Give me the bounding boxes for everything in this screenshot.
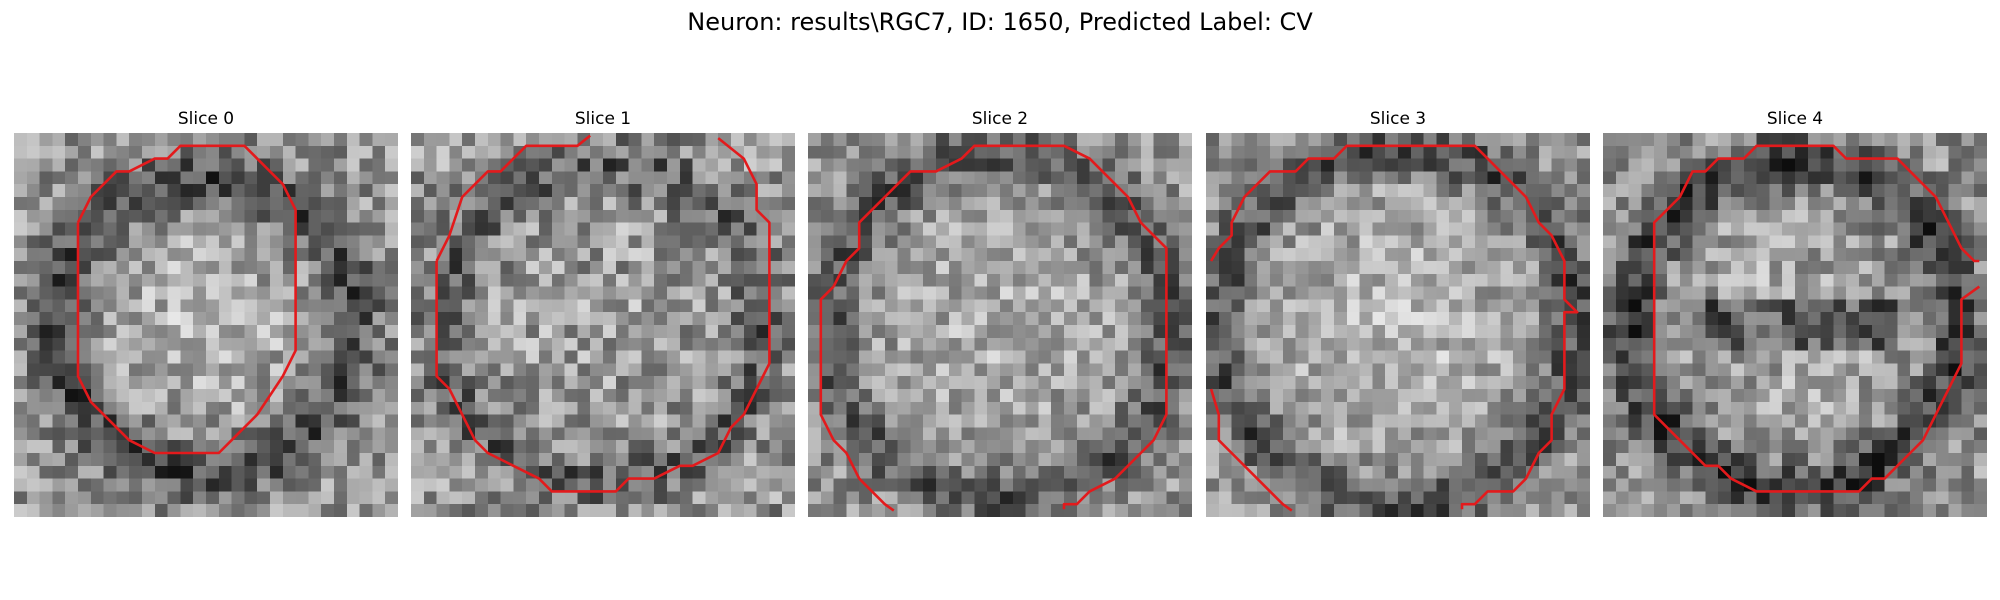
slice-title-1: Slice 1 — [574, 109, 632, 129]
contour-line — [1652, 285, 1981, 493]
contour-line — [435, 137, 771, 493]
slice-title-4: Slice 4 — [1766, 109, 1824, 129]
slice-image-4 — [1603, 133, 1987, 517]
slice-title-3: Slice 3 — [1369, 109, 1427, 129]
contour-line — [1209, 144, 1579, 510]
slice-image-1 — [411, 133, 795, 517]
slice-image-0 — [14, 133, 398, 517]
contour-line — [1209, 388, 1293, 512]
slice-title-0: Slice 0 — [177, 109, 235, 129]
contour-line — [819, 285, 895, 512]
slice-image-3 — [1206, 133, 1590, 517]
figure-title: Neuron: results\RGC7, ID: 1650, Predicte… — [687, 8, 1313, 36]
slice-image-2 — [808, 133, 1192, 517]
contour-line — [76, 144, 297, 455]
slice-title-2: Slice 2 — [971, 109, 1029, 129]
contour-line — [832, 144, 1168, 510]
contour-line — [435, 134, 592, 262]
contour-line — [1652, 144, 1980, 287]
